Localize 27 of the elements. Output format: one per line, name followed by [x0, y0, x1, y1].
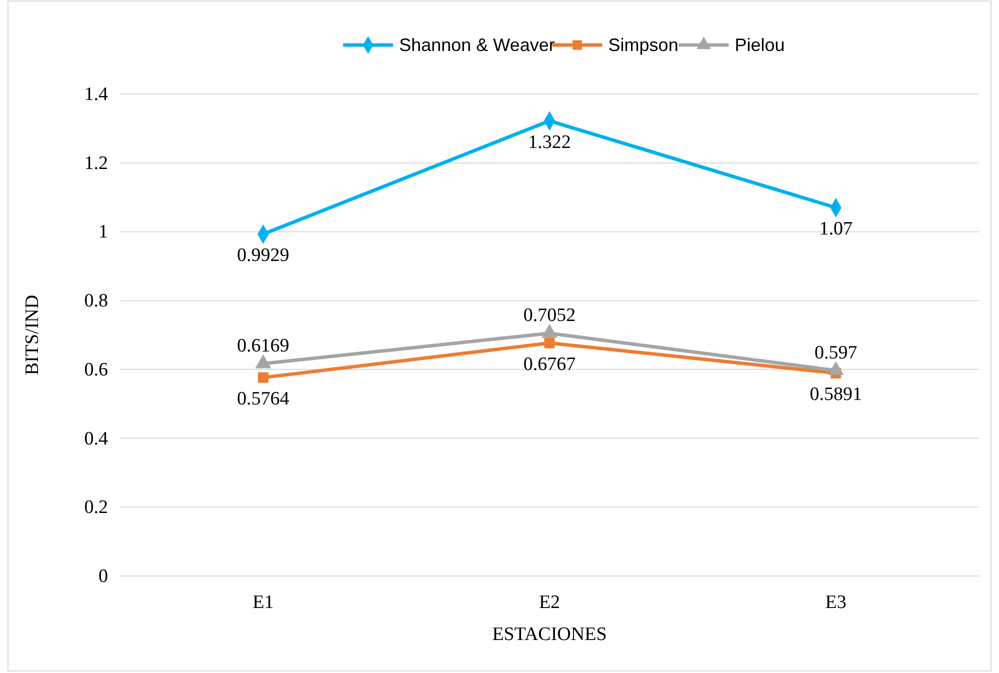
x-tick-label: E3	[825, 592, 846, 613]
y-tick-label: 0.4	[84, 428, 108, 450]
x-tick-label: E1	[252, 592, 274, 613]
y-axis-title: BITS/IND	[22, 294, 43, 376]
point	[544, 338, 555, 348]
y-tick-label: 1	[98, 222, 108, 243]
data-label: 0.9929	[237, 245, 290, 266]
legend-label: Shannon & Weaver	[399, 35, 555, 55]
x-tick-label: E2	[538, 592, 560, 613]
y-tick-label: 0.2	[84, 497, 108, 518]
legend-label: Pielou	[734, 35, 785, 55]
y-tick-label: 0.8	[84, 290, 108, 312]
data-label: 0.5764	[237, 388, 290, 410]
y-tick-label: 0.6	[84, 359, 108, 380]
legend-label: Simpson	[608, 35, 678, 55]
data-label: 0.5891	[810, 384, 862, 406]
data-label: 0.6169	[237, 336, 290, 357]
data-label: 0.6767	[523, 354, 576, 376]
data-label: 0.7052	[523, 305, 576, 326]
y-tick-label: 1.4	[84, 84, 108, 105]
data-label: 1.07	[819, 218, 852, 240]
y-tick-label: 0	[98, 566, 108, 587]
point	[258, 372, 268, 383]
data-label: 1.322	[528, 132, 571, 153]
x-axis-title: ESTACIONES	[492, 624, 607, 645]
y-tick-label: 1.2	[84, 152, 108, 174]
data-label: 0.597	[814, 342, 858, 364]
